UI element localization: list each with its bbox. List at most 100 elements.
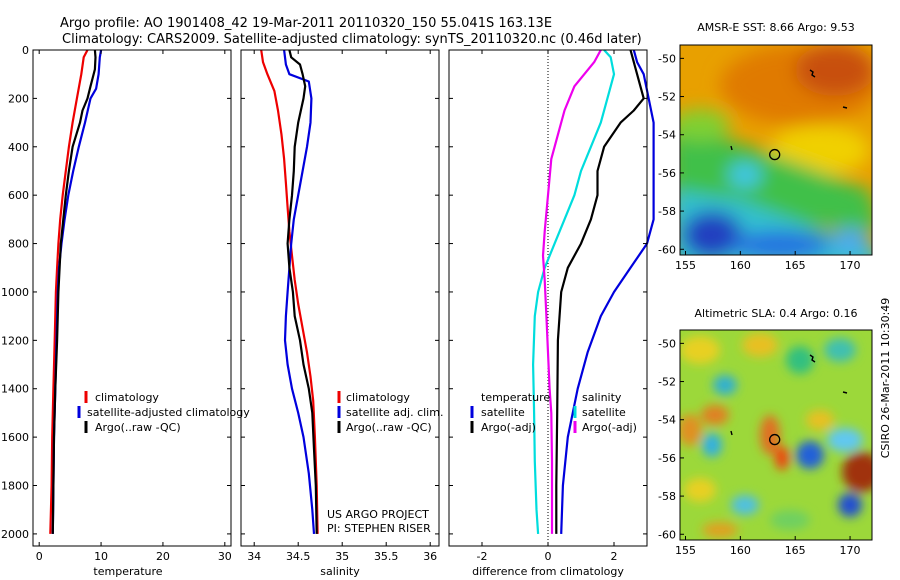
y-tick-label: -52 [658,91,676,104]
legend-temp-argo-label: Argo(-adj) [481,421,536,434]
legend-climatology-label: climatology [346,391,410,404]
legend-climatology-label: climatology [95,391,159,404]
sst-field [680,45,872,255]
x-tick-label: 30 [218,550,232,563]
x-tick-label: 155 [675,259,696,272]
salinity-satellite-line [531,49,616,534]
y-tick-label: -56 [658,167,676,180]
csiro-stamp: CSIRO 26-Mar-2011 10:30:49 [879,298,892,459]
x-tick-label: 160 [730,544,751,557]
salinity-curves [260,49,319,534]
y-tick-label: 0 [22,44,29,57]
y-tick-label: 600 [8,189,29,202]
salinity-xlabel: salinity [320,565,360,578]
x-tick-label: 35 [335,550,349,563]
argo-location-marker [769,148,781,161]
y-tick-label: -56 [658,452,676,465]
x-tick-label: 20 [156,550,170,563]
difference-ticks: -2 0 2 [449,49,647,563]
x-tick-label: 155 [675,544,696,557]
x-tick-label: 165 [785,259,806,272]
legend-satellite-label: satellite adj. clim. [346,406,443,419]
argo-raw-qc-line [51,49,97,534]
y-tick-label: 1000 [1,286,29,299]
legend-temperature-title: temperature [481,391,550,404]
satellite-adj-clim-line [283,49,316,534]
difference-axes-frame [448,49,648,547]
y-tick-label: 1200 [1,334,29,347]
y-tick-label: 200 [8,92,29,105]
climatology-line [260,49,319,534]
legend-temp-satellite-label: satellite [481,406,525,419]
float-tracks [730,354,848,436]
x-tick-label: 10 [94,550,108,563]
legend-satellite-label: satellite-adjusted climatology [87,406,250,419]
temperature-axes-frame [32,49,232,547]
y-tick-label: -54 [658,414,676,427]
x-tick-label: 165 [785,544,806,557]
argo-location-marker [769,433,781,446]
y-tick-label: 1400 [1,383,29,396]
satellite-adjusted-climatology-line [51,49,103,534]
x-tick-label: 160 [730,259,751,272]
y-tick-label: -50 [658,337,676,350]
figure-subtitle: Climatology: CARS2009. Satellite-adjuste… [62,32,642,47]
pi-credit: PI: STEPHEN RISER [327,522,431,535]
x-tick-label: -2 [477,550,488,563]
difference-panel: -2 0 2 difference from climatology tempera… [448,49,655,578]
legend-argo-label: Argo(..raw -QC) [346,421,432,434]
salinity-argo-adj-line [541,49,602,534]
y-tick-label: 800 [8,238,29,251]
y-tick-label: -58 [658,205,676,218]
legend-sal-argo-label: Argo(-adj) [582,421,637,434]
temperature-panel: 0 10 20 30 0 200 400 600 800 1000 1200 1400 1600 1800… [1,44,250,578]
sla-map-frame [679,329,873,541]
legend-argo-label: Argo(..raw -QC) [95,421,181,434]
figure-title: Argo profile: AO 1901408_42 19-Mar-2011 … [60,16,552,31]
x-tick-label: 0 [36,550,43,563]
y-tick-label: -54 [658,129,676,142]
temperature-legend: climatology satellite-adjusted climatolo… [77,391,250,434]
sst-map: AMSR-E SST: 8.66 Argo: 9.53 [658,21,873,272]
difference-xlabel: difference from climatology [472,565,624,578]
float-tracks [730,69,848,151]
x-tick-label: 0 [545,550,552,563]
sst-map-title: AMSR-E SST: 8.66 Argo: 9.53 [697,21,855,34]
sla-map-title: Altimetric SLA: 0.4 Argo: 0.16 [694,307,857,320]
salinity-legend: climatology satellite adj. clim. Argo(..… [337,391,443,434]
temperature-argo-adj-line [555,49,645,534]
y-tick-label: -60 [658,528,676,541]
salinity-ticks: 34 34.5 35 35.5 36 [241,49,439,563]
y-tick-label: -50 [658,52,676,65]
legend-sal-satellite-label: satellite [582,406,626,419]
sst-map-ticks: 155 160 165 170 -50 -52 -54 -56 -58 -60 [658,52,861,272]
x-tick-label: 2 [611,550,618,563]
y-tick-label: 1800 [1,480,29,493]
x-tick-label: 170 [840,259,861,272]
temperature-xlabel: temperature [93,565,162,578]
salinity-panel: 34 34.5 35 35.5 36 salinity climatology sate… [240,49,443,578]
y-tick-label: 1600 [1,431,29,444]
temperature-curves [49,49,103,534]
salinity-axes-frame [240,49,440,547]
temperature-satellite-line [560,49,655,534]
temperature-ticks: 0 10 20 30 0 200 400 600 800 1000 1200 1400 1600 1800… [1,44,232,563]
x-tick-label: 170 [840,544,861,557]
x-tick-label: 36 [423,550,437,563]
legend-salinity-title: salinity [582,391,622,404]
y-tick-label: -52 [658,376,676,389]
project-credit: US ARGO PROJECT [327,508,429,521]
climatology-line [49,49,89,534]
argo-raw-qc-line [286,49,318,534]
x-tick-label: 35.5 [374,550,399,563]
difference-curves [531,49,655,546]
difference-legend: temperature satellite Argo(-adj) salinit… [470,391,637,434]
y-tick-label: 400 [8,141,29,154]
y-tick-label: -58 [658,490,676,503]
y-tick-label: 2000 [1,528,29,541]
sst-map-frame [679,44,873,256]
sla-map-ticks: 155 160 165 170 -50 -52 -54 -56 -58 -60 [658,337,861,557]
sla-field [680,330,872,540]
x-tick-label: 34.5 [286,550,311,563]
